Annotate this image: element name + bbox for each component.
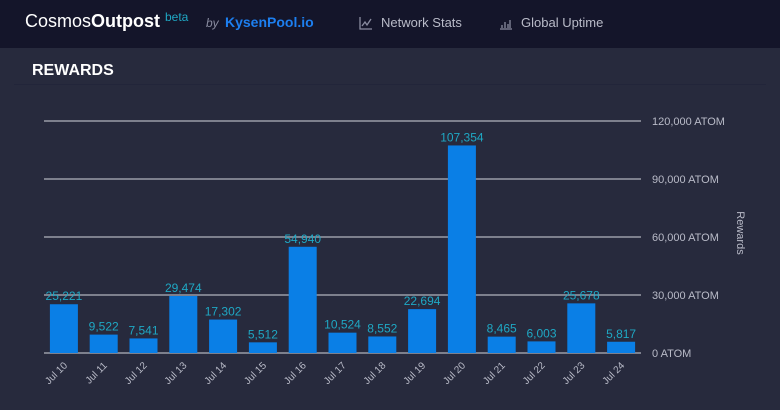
divider	[14, 84, 766, 85]
y-tick-label: 90,000 ATOM	[652, 174, 719, 186]
bar[interactable]	[169, 296, 198, 353]
data-label: 10,524	[324, 318, 361, 332]
bar[interactable]	[49, 304, 78, 353]
bar[interactable]	[328, 332, 357, 353]
bar[interactable]	[607, 341, 636, 353]
data-label: 5,817	[606, 327, 636, 341]
brand-light: Cosmos	[25, 11, 92, 31]
bar[interactable]	[527, 341, 556, 353]
x-tick-label: Jul 22	[521, 360, 548, 387]
bar[interactable]	[288, 246, 317, 353]
y-tick-label: 120,000 ATOM	[652, 116, 725, 128]
bar[interactable]	[248, 342, 277, 353]
data-label: 107,354	[440, 130, 484, 144]
partner-link[interactable]: KysenPool.io	[225, 14, 314, 30]
data-label: 8,552	[367, 321, 397, 335]
nav-label: Global Uptime	[521, 15, 604, 30]
bar[interactable]	[209, 319, 238, 353]
nav-global-uptime[interactable]: Global Uptime	[499, 15, 603, 30]
x-tick-label: Jul 23	[561, 360, 588, 387]
x-tick-label: Jul 11	[84, 360, 110, 386]
brand-logo[interactable]: CosmosOutpost	[25, 11, 160, 32]
data-label: 9,522	[89, 320, 119, 334]
x-tick-label: Jul 24	[601, 360, 628, 387]
beta-badge: beta	[165, 10, 189, 24]
data-label: 8,465	[487, 322, 517, 336]
data-label: 5,512	[248, 327, 278, 341]
nav-label: Network Stats	[381, 15, 462, 30]
bar[interactable]	[89, 334, 118, 353]
x-tick-label: Jul 12	[123, 360, 150, 387]
bar[interactable]	[368, 336, 397, 353]
x-tick-label: Jul 10	[43, 360, 70, 387]
x-tick-label: Jul 14	[203, 360, 230, 387]
y-axis-label: Rewards	[734, 211, 746, 255]
data-label: 17,302	[205, 305, 242, 319]
top-nav: CosmosOutpost beta by KysenPool.io Netwo…	[0, 0, 780, 48]
y-tick-label: 60,000 ATOM	[652, 232, 719, 244]
x-tick-label: Jul 15	[242, 360, 269, 387]
bar[interactable]	[567, 303, 596, 353]
data-label: 25,678	[563, 288, 600, 302]
x-tick-label: Jul 19	[402, 360, 429, 387]
line-chart-icon	[359, 16, 372, 30]
data-label: 7,541	[128, 323, 158, 337]
bar[interactable]	[487, 336, 516, 353]
y-tick-label: 0 ATOM	[652, 348, 691, 360]
by-label: by	[206, 16, 219, 30]
nav-network-stats[interactable]: Network Stats	[359, 15, 462, 30]
data-label: 22,694	[404, 294, 441, 308]
x-tick-label: Jul 20	[441, 360, 468, 387]
data-label: 54,940	[284, 232, 321, 246]
bar[interactable]	[447, 145, 476, 353]
brand-bold: Outpost	[91, 11, 161, 31]
x-tick-label: Jul 18	[362, 360, 389, 387]
data-label: 29,474	[165, 281, 202, 295]
bar[interactable]	[408, 309, 437, 353]
section-title: REWARDS	[32, 62, 114, 79]
bar[interactable]	[129, 338, 158, 353]
x-tick-label: Jul 16	[282, 360, 309, 387]
x-tick-label: Jul 13	[163, 360, 190, 387]
bar-chart-icon	[500, 19, 512, 30]
x-tick-label: Jul 21	[481, 360, 508, 387]
y-tick-label: 30,000 ATOM	[652, 290, 719, 302]
data-label: 6,003	[526, 326, 556, 340]
x-tick-label: Jul 17	[322, 360, 349, 387]
data-label: 25,221	[46, 289, 83, 303]
